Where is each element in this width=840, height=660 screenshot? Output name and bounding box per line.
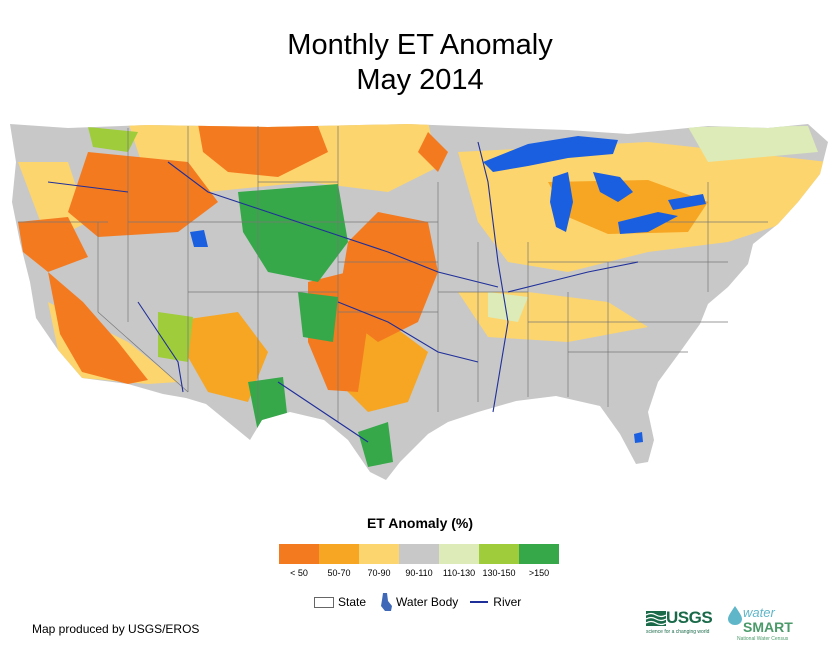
legend-bin: 130-150 [479,544,519,578]
legend-swatch [399,544,439,564]
legend-swatch [479,544,519,564]
legend-swatch [519,544,559,564]
lake-michigan [550,172,573,232]
legend-bin-label: < 50 [290,568,308,578]
legend-bin: 90-110 [399,544,439,578]
legend-bin: 50-70 [319,544,359,578]
usgs-wordmark: USGS [666,608,713,627]
water-bodies [190,136,706,443]
legend-bin: 110-130 [439,544,479,578]
map-subtitle: May 2014 [356,64,484,96]
legend-bin: < 50 [279,544,319,578]
legend-symbol-keys: State Water Body River [314,592,533,612]
rivers [47,141,639,443]
legend-swatch [319,544,359,564]
watersmart-tagline: National Water Census [737,636,789,642]
legend-bin-label: 130-150 [482,568,516,578]
lake-erie [618,212,678,234]
usgs-logo: USGS science for a changing world [646,608,713,635]
lake-ontario [668,194,706,210]
legend-swatch [279,544,319,564]
map-credit: Map produced by USGS/EROS [32,622,200,636]
water-drop-icon [728,606,742,625]
legend-bin-label: 70-90 [367,568,391,578]
legend-bin-label: 110-130 [442,568,476,578]
legend-color-bins: < 50 50-70 70-90 90-110 110-130 130-150 … [279,544,559,578]
lake-huron [593,172,633,202]
state-boundaries [18,126,768,422]
watersmart-wordmark-bottom: SMART [743,619,793,635]
legend-key-label: State [338,595,367,609]
great-salt-lake [190,230,208,247]
usgs-tagline: science for a changing world [646,629,710,635]
legend-key-label: River [493,595,522,609]
legend-key-state: State [314,595,366,609]
river-line-icon [470,601,489,603]
legend-bin-label: >150 [528,568,550,578]
lake-okeechobee [634,432,643,443]
legend-bin: >150 [519,544,559,578]
map-title: Monthly ET Anomaly [287,29,553,61]
legend-title: ET Anomaly (%) [366,515,474,531]
watersmart-logo: water SMART National Water Census [727,605,793,642]
watersmart-wordmark-top: water [743,605,775,620]
legend-bin-label: 50-70 [327,568,351,578]
legend-key-river: River [470,595,521,609]
legend-key-water: Water Body [378,592,458,612]
legend-key-label: Water Body [396,595,459,609]
anomaly-regions [18,124,828,467]
legend-bin-label: 90-110 [405,568,433,578]
legend-bin: 70-90 [359,544,399,578]
lake-superior [483,136,618,172]
et-anomaly-map [10,124,828,480]
state-swatch-icon [314,596,334,608]
usgs-wave-icon [646,610,666,626]
water-body-icon [381,593,393,611]
legend-swatch [359,544,399,564]
legend-swatch [439,544,479,564]
